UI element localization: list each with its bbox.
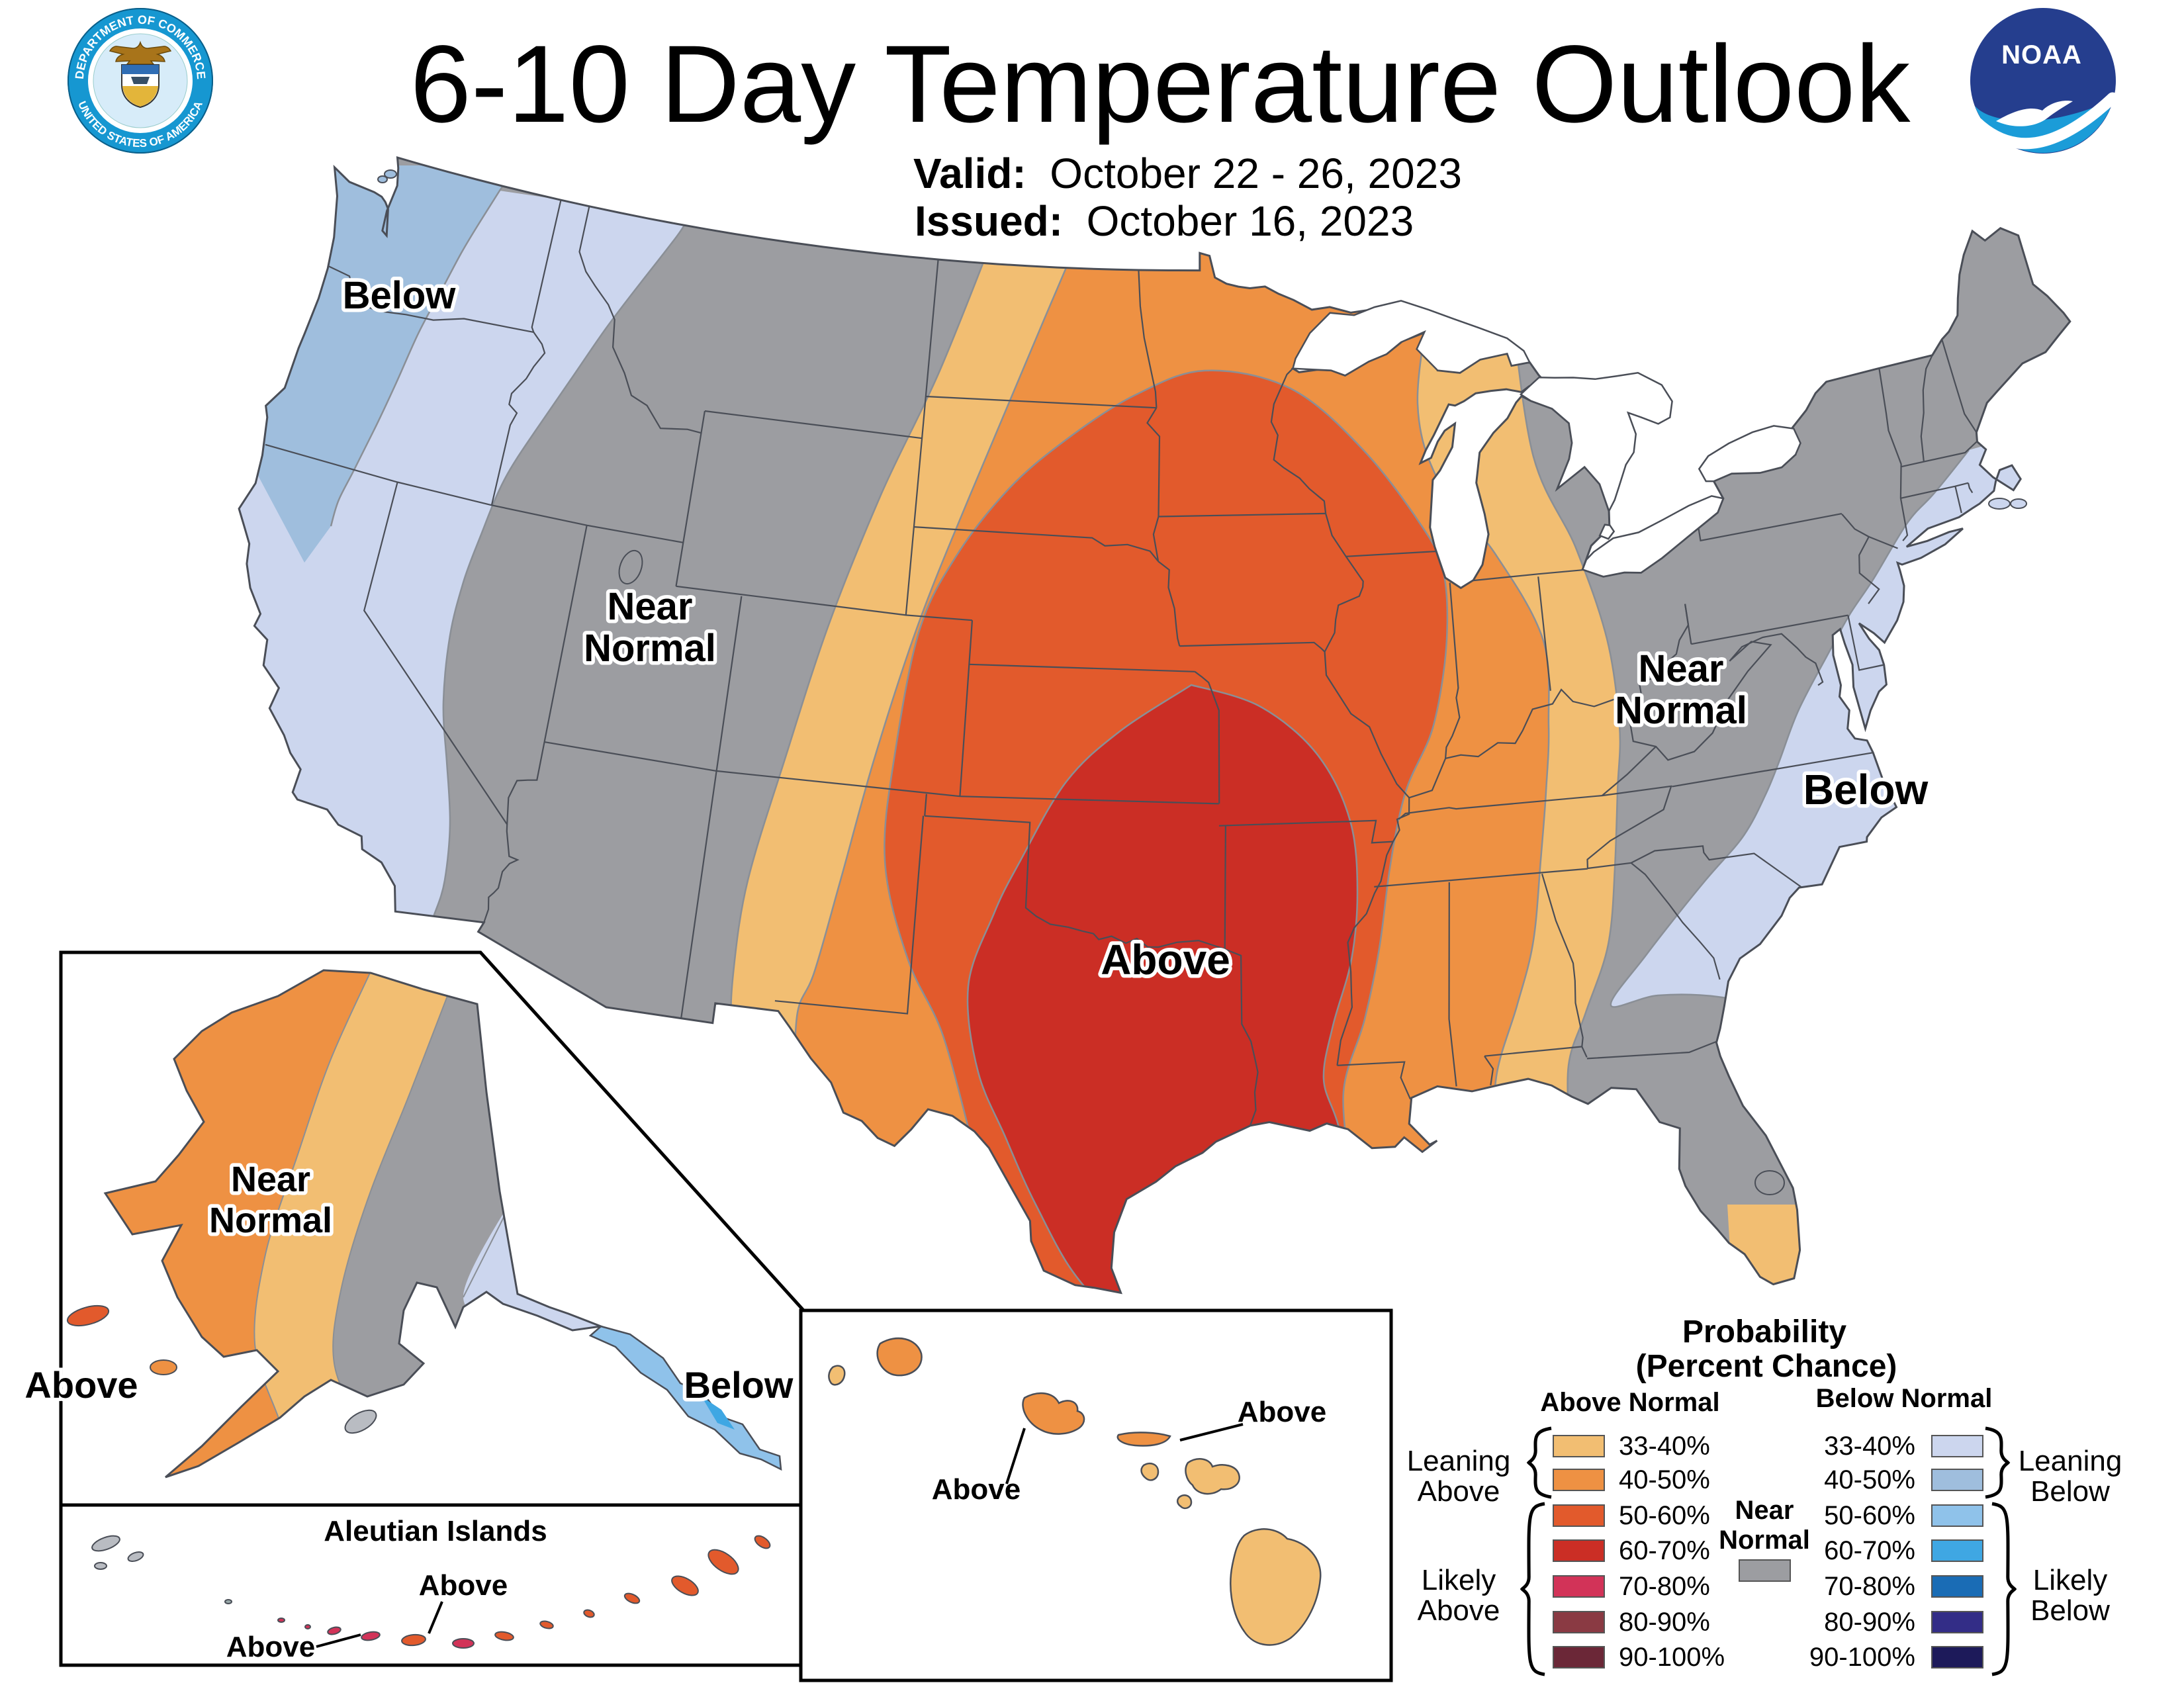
svg-text:Near: Near [1735,1496,1794,1525]
svg-text:Leaning: Leaning [1407,1445,1511,1477]
svg-text:Leaning: Leaning [2019,1445,2122,1477]
svg-text:Below Normal: Below Normal [1816,1384,1993,1413]
svg-text:Valid: October 22 - 26, 2023: Valid: October 22 - 26, 2023 [913,150,1462,197]
svg-text:Above: Above [932,1473,1021,1506]
svg-text:Likely: Likely [2033,1564,2108,1596]
svg-text:Above Normal: Above Normal [1540,1388,1719,1417]
svg-text:Above: Above [24,1364,138,1406]
svg-text:Normal: Normal [209,1201,332,1240]
svg-text:Likely: Likely [1422,1564,1496,1596]
svg-text:Normal: Normal [1719,1526,1810,1555]
svg-text:Below: Below [343,274,457,317]
svg-text:40-50%: 40-50% [1824,1465,1915,1494]
svg-text:Above: Above [419,1569,508,1602]
svg-text:Above: Above [1238,1396,1326,1428]
svg-text:50-60%: 50-60% [1824,1501,1915,1530]
svg-text:Above: Above [1418,1475,1500,1508]
svg-text:80-90%: 80-90% [1619,1608,1710,1637]
svg-text:90-100%: 90-100% [1809,1643,1915,1672]
svg-text:Near: Near [1639,647,1724,690]
svg-text:Aleutian Islands: Aleutian Islands [324,1515,547,1547]
svg-text:(Percent Chance): (Percent Chance) [1636,1349,1897,1384]
svg-text:50-60%: 50-60% [1619,1501,1710,1530]
svg-text:70-80%: 70-80% [1619,1572,1710,1601]
svg-text:Normal: Normal [584,627,716,670]
svg-text:Below: Below [2030,1475,2110,1508]
svg-text:Probability: Probability [1682,1314,1846,1349]
svg-text:33-40%: 33-40% [1824,1432,1915,1461]
svg-text:70-80%: 70-80% [1824,1572,1915,1601]
svg-text:Above: Above [1101,936,1230,983]
svg-text:Near: Near [608,585,693,628]
svg-text:Near: Near [231,1160,310,1199]
svg-text:Above: Above [226,1631,315,1663]
svg-text:Issued: October 16, 2023: Issued: October 16, 2023 [915,197,1414,245]
svg-text:Above: Above [1418,1594,1500,1627]
svg-text:NOAA: NOAA [2001,40,2082,69]
svg-text:40-50%: 40-50% [1619,1465,1710,1494]
svg-text:33-40%: 33-40% [1619,1432,1710,1461]
svg-text:6-10 Day Temperature Outlook: 6-10 Day Temperature Outlook [410,23,1911,146]
svg-text:60-70%: 60-70% [1619,1536,1710,1565]
svg-text:60-70%: 60-70% [1824,1536,1915,1565]
svg-text:80-90%: 80-90% [1824,1608,1915,1637]
svg-text:Below: Below [684,1364,794,1406]
svg-text:90-100%: 90-100% [1619,1643,1725,1672]
svg-text:Below: Below [1803,766,1929,813]
svg-text:Below: Below [2030,1594,2110,1627]
svg-text:Normal: Normal [1615,689,1747,732]
